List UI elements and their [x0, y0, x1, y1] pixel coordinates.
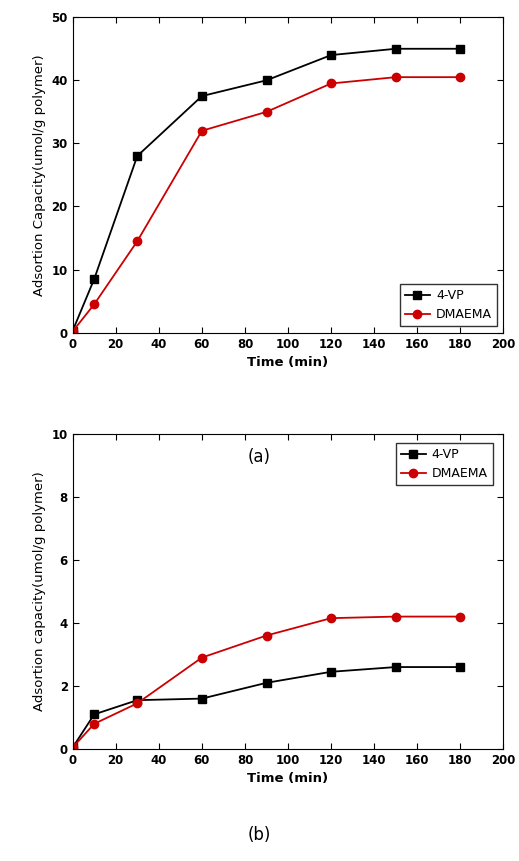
Text: (b): (b)	[248, 826, 271, 844]
DMAEMA	[393, 72, 399, 83]
4-VP	[457, 44, 463, 54]
Y-axis label: Adsortion capacity(umol/g polymer): Adsortion capacity(umol/g polymer)	[33, 472, 46, 711]
Line: DMAEMA: DMAEMA	[69, 612, 465, 752]
Text: (a): (a)	[248, 448, 271, 466]
4-VP	[199, 91, 205, 102]
X-axis label: Time (min): Time (min)	[248, 772, 329, 785]
DMAEMA	[393, 611, 399, 622]
DMAEMA	[134, 698, 140, 709]
4-VP	[134, 151, 140, 161]
DMAEMA	[264, 107, 270, 117]
4-VP	[70, 742, 76, 753]
DMAEMA	[134, 236, 140, 246]
Line: 4-VP: 4-VP	[69, 663, 465, 752]
4-VP	[91, 274, 98, 284]
4-VP	[264, 75, 270, 85]
4-VP	[393, 662, 399, 672]
4-VP	[457, 662, 463, 672]
Line: 4-VP: 4-VP	[69, 45, 465, 335]
Legend: 4-VP, DMAEMA: 4-VP, DMAEMA	[395, 443, 493, 486]
DMAEMA	[91, 719, 98, 729]
DMAEMA	[264, 630, 270, 641]
DMAEMA	[91, 299, 98, 309]
4-VP	[264, 678, 270, 688]
DMAEMA	[199, 126, 205, 136]
Y-axis label: Adsortion Capacity(umol/g polymer): Adsortion Capacity(umol/g polymer)	[33, 54, 46, 296]
4-VP	[393, 44, 399, 54]
Line: DMAEMA: DMAEMA	[69, 73, 465, 336]
4-VP	[328, 50, 334, 60]
DMAEMA	[70, 742, 76, 753]
4-VP	[70, 325, 76, 336]
Legend: 4-VP, DMAEMA: 4-VP, DMAEMA	[400, 284, 497, 326]
4-VP	[134, 695, 140, 705]
DMAEMA	[328, 613, 334, 623]
DMAEMA	[457, 72, 463, 83]
4-VP	[328, 666, 334, 677]
DMAEMA	[457, 611, 463, 622]
DMAEMA	[199, 653, 205, 663]
4-VP	[91, 709, 98, 720]
DMAEMA	[328, 78, 334, 89]
4-VP	[199, 693, 205, 703]
X-axis label: Time (min): Time (min)	[248, 356, 329, 369]
DMAEMA	[70, 326, 76, 337]
